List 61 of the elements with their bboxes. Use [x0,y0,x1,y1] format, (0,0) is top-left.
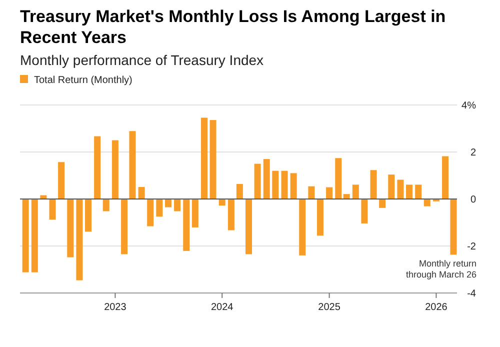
bar [290,173,297,199]
bar [22,199,29,272]
bar [210,120,216,199]
bar [76,199,83,280]
bar [442,156,449,199]
bar [164,199,172,208]
bar [299,199,306,256]
bar [192,199,198,228]
x-tick-label: 2024 [210,302,234,313]
y-tick-label: 4% [462,100,476,112]
bar [379,199,386,208]
bar [272,170,279,199]
bar [228,199,234,230]
bar [335,158,342,199]
bar [326,187,333,199]
bar [94,136,101,199]
bar [183,199,190,251]
bar [67,199,74,258]
bar [236,184,243,199]
bar [49,199,56,220]
bar [40,195,47,199]
bar [361,199,368,224]
legend-label: Total Return (Monthly) [34,75,132,86]
bar [31,199,38,272]
y-tick-label: -4 [467,288,476,300]
bar [352,184,359,199]
bar [424,199,430,206]
bar [102,199,110,212]
bar [388,174,395,199]
bar [156,199,163,217]
x-tick-label: 2026 [425,302,448,313]
bar [450,199,457,255]
bar [406,184,413,199]
y-tick-label: -2 [467,242,476,252]
bar [200,118,208,199]
bar [129,131,136,199]
bar [138,187,145,199]
bar [121,199,128,254]
chart-subtitle: Monthly performance of Treasury Index [20,52,264,68]
annotation: Monthly return through March 26 [406,258,476,280]
bar [147,199,154,226]
bar [263,159,270,199]
bar [397,180,404,199]
chart-title: Treasury Market's Monthly Loss Is Among Largest in Recent Years [20,7,446,47]
x-tick-label: 2025 [318,302,341,313]
bar [112,140,118,199]
bar [218,199,226,206]
y-tick-label: 2 [470,148,476,158]
bar [308,186,315,199]
bar [281,170,288,199]
bar [174,199,181,212]
bar [84,199,92,232]
bar [246,199,252,254]
bar [58,162,65,199]
bar [370,170,377,199]
bar [415,184,422,199]
y-tick-label: 0 [470,194,476,206]
x-tick-label: 2023 [104,302,127,313]
bar [254,164,261,199]
bar [343,194,350,199]
bar [316,199,324,236]
